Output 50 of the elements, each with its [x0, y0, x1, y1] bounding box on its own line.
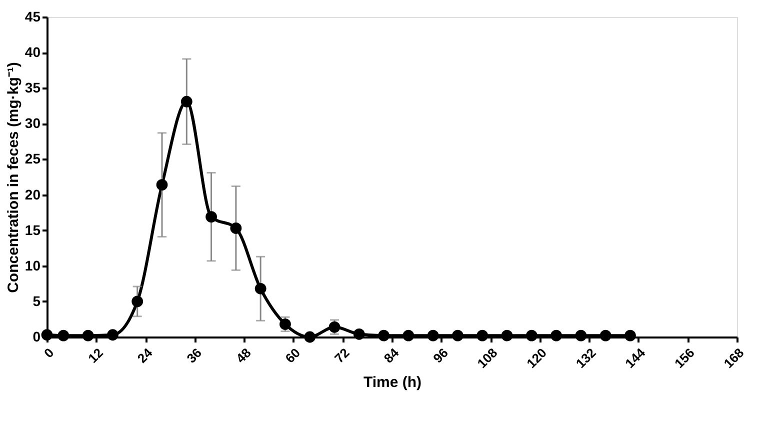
x-tick-label: 60	[282, 345, 304, 366]
x-tick-label: 156	[671, 345, 698, 372]
point	[526, 330, 538, 342]
x-tick-label: 132	[572, 345, 599, 372]
x-tick-label: 144	[622, 344, 649, 372]
x-tick-label: 168	[720, 345, 747, 372]
point	[254, 282, 266, 294]
point	[402, 330, 414, 342]
point	[180, 96, 192, 108]
point	[280, 318, 291, 330]
y-tick-label: 25	[24, 150, 41, 167]
point	[156, 179, 168, 191]
y-tick-label: 30	[24, 115, 41, 132]
point	[452, 330, 464, 342]
y-tick-label: 35	[24, 80, 41, 96]
y-tick-label: 40	[24, 44, 41, 60]
point	[230, 222, 242, 234]
point	[427, 330, 439, 342]
point	[501, 330, 513, 342]
x-tick-label: 108	[474, 345, 500, 372]
x-tick-label: 24	[134, 344, 156, 366]
x-tick-label: 12	[85, 345, 106, 366]
x-tick-label: 96	[430, 345, 451, 366]
y-tick-label: 0	[32, 328, 41, 344]
point	[132, 296, 144, 308]
y-tick-label: 10	[24, 257, 41, 274]
point	[550, 330, 562, 342]
point	[58, 330, 70, 342]
y-tick-label: 15	[24, 222, 41, 238]
point	[206, 211, 217, 223]
point	[575, 330, 587, 342]
point	[476, 330, 488, 342]
y-axis-title: Concentration in feces (mg·kg⁻¹)	[4, 62, 22, 293]
x-tick-label: 36	[184, 345, 205, 366]
point	[82, 330, 94, 342]
x-tick-label: 120	[524, 345, 550, 372]
point	[600, 330, 612, 342]
y-tick-label: 20	[24, 186, 41, 202]
point	[304, 331, 316, 343]
y-tick-label: 5	[32, 292, 41, 309]
point	[41, 329, 53, 341]
x-tick-label: 72	[332, 345, 352, 366]
point	[624, 330, 636, 342]
point	[107, 329, 118, 341]
x-axis-title: Time (h)	[363, 374, 422, 392]
y-tick-label: 45	[24, 8, 41, 24]
point	[378, 330, 390, 342]
point	[353, 328, 365, 340]
x-tick-label: 48	[233, 345, 254, 366]
x-tick-label: 84	[380, 344, 402, 366]
